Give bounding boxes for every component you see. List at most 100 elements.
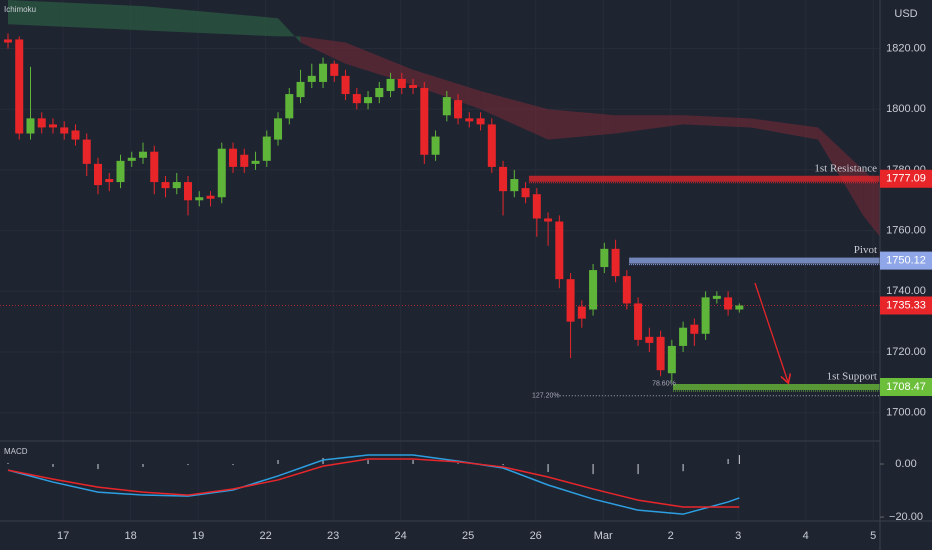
candle-body <box>611 248 620 277</box>
x-tick-label: 25 <box>462 530 474 542</box>
level-tag <box>880 377 932 396</box>
arrow <box>754 282 788 382</box>
candle-body <box>735 305 744 310</box>
y-tick-label: 1720.00 <box>886 346 926 358</box>
candle-body <box>195 197 204 201</box>
cloud-segment <box>278 18 301 43</box>
level-band <box>528 175 880 182</box>
candle-body <box>701 297 710 334</box>
level-name: 1st Resistance <box>814 162 877 174</box>
level-value: 1708.47 <box>886 381 926 393</box>
candle-body <box>150 151 159 183</box>
candle-body <box>499 166 508 192</box>
candle-body <box>3 39 12 43</box>
candle-body <box>555 221 564 280</box>
level-tag <box>880 251 932 270</box>
cloud-segment <box>818 127 864 216</box>
cloud-segment <box>750 118 819 140</box>
x-tick-label: 5 <box>870 530 876 542</box>
candle-body <box>184 182 193 201</box>
candle-body <box>476 118 485 125</box>
candle-body <box>139 151 148 158</box>
x-tick-label: 17 <box>57 530 69 542</box>
candle-body <box>330 63 339 76</box>
x-tick-label: 19 <box>192 530 204 542</box>
cloud-segment <box>300 36 346 64</box>
level-band <box>629 257 880 264</box>
cloud-segment <box>7 0 144 31</box>
candle-body <box>352 94 361 104</box>
candle-body <box>397 78 406 88</box>
x-tick-label: 22 <box>260 530 272 542</box>
candle-body <box>724 297 733 310</box>
candle-body <box>172 182 181 189</box>
fib-label: 78.60% <box>652 380 676 387</box>
level-band <box>672 383 880 390</box>
candle-body <box>82 139 91 164</box>
candle-body <box>634 303 643 340</box>
candle-body <box>262 136 271 161</box>
candle-body <box>217 148 226 198</box>
candle-body <box>94 163 103 186</box>
candle-body <box>296 81 305 98</box>
last-price-value: 1735.33 <box>886 299 926 311</box>
candle-body <box>690 324 699 334</box>
x-tick-label: 2 <box>668 530 674 542</box>
candle-body <box>116 160 125 183</box>
candle-body <box>622 276 631 304</box>
candle-body <box>454 100 463 119</box>
x-tick-label: 26 <box>530 530 542 542</box>
level-name: 1st Support <box>827 371 877 383</box>
candle-body <box>420 88 429 155</box>
cloud-segment <box>345 42 414 85</box>
candle-body <box>37 118 46 128</box>
candle-body <box>544 218 553 222</box>
cloud-segment <box>863 169 880 237</box>
candle-body <box>566 279 575 322</box>
level-tag <box>880 169 932 188</box>
candle-body <box>521 188 530 198</box>
macd-line <box>7 454 740 515</box>
indicator-label: Ichimoku <box>4 5 36 14</box>
candle-body <box>26 118 35 134</box>
candle-body <box>375 88 384 98</box>
macd-line <box>7 458 740 508</box>
candle-body <box>667 345 676 374</box>
macd-label: MACD <box>4 447 28 456</box>
x-tick-label: 4 <box>803 530 809 542</box>
candle-body <box>510 179 519 192</box>
cloud-segment <box>615 115 684 134</box>
candle-body <box>532 194 541 219</box>
candle-body <box>386 78 395 92</box>
last-price-tag <box>880 296 932 315</box>
macd-tick-label: 0.00 <box>895 458 916 470</box>
y-tick-label: 1760.00 <box>886 225 926 237</box>
candle-body <box>341 75 350 95</box>
candle-body <box>465 118 474 122</box>
candle-body <box>251 160 260 164</box>
cloud-segment <box>143 6 279 37</box>
x-tick-label: Mar <box>594 530 613 542</box>
y-tick-label: 1740.00 <box>886 285 926 297</box>
candle-body <box>48 124 57 128</box>
candle-body <box>645 336 654 343</box>
x-tick-label: 18 <box>125 530 137 542</box>
candle-body <box>656 336 665 371</box>
candle-body <box>274 118 283 140</box>
x-tick-label: 3 <box>735 530 741 542</box>
candle-body <box>105 179 114 183</box>
candle-body <box>600 248 609 268</box>
cloud-segment <box>480 91 549 140</box>
level-name: Pivot <box>854 244 877 256</box>
candle-body <box>364 97 373 104</box>
candle-body <box>161 182 170 189</box>
candle-body <box>577 306 586 319</box>
candle-body <box>60 127 69 134</box>
candle-body <box>679 327 688 346</box>
cloud-segment <box>683 115 751 128</box>
candle-body <box>240 154 249 167</box>
candle-body <box>307 75 316 82</box>
y-tick-label: 1700.00 <box>886 407 926 419</box>
candle-body <box>442 97 451 116</box>
